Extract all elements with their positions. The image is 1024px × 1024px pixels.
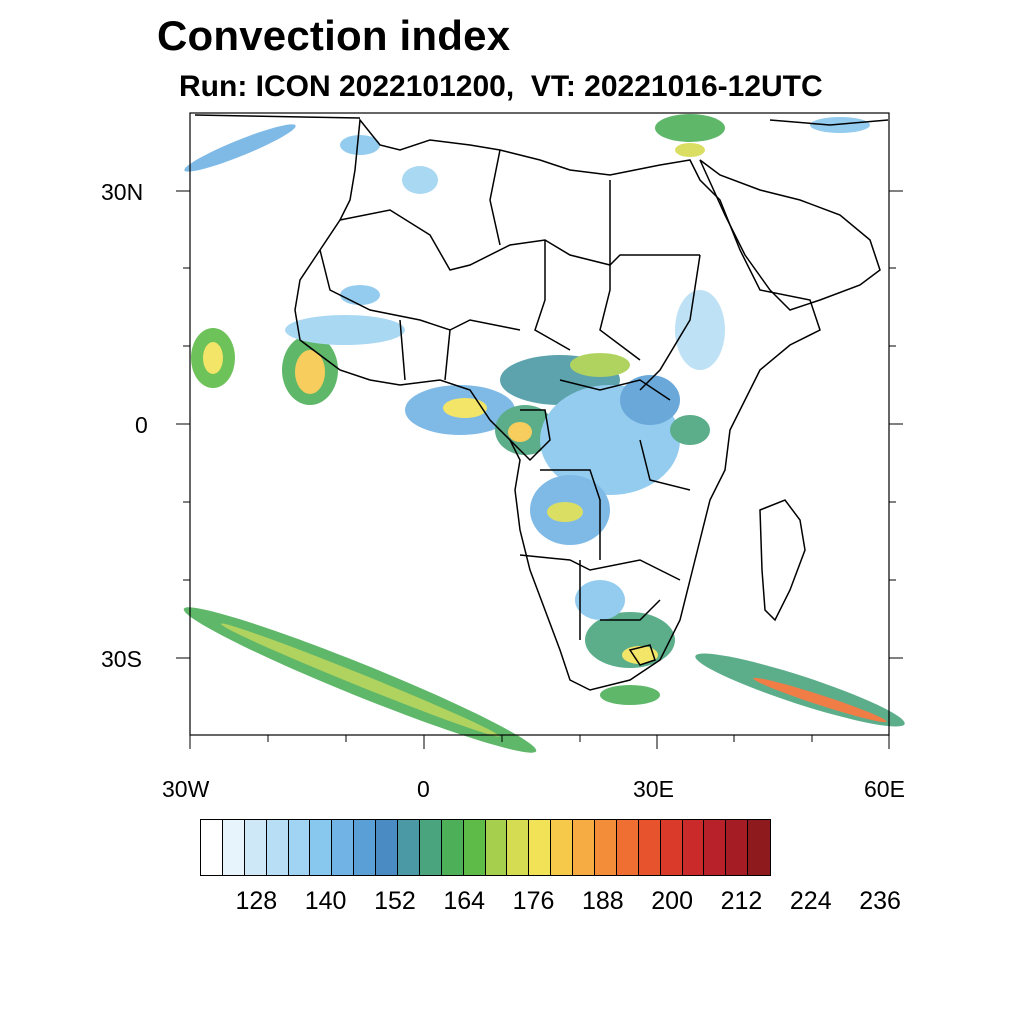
colorbar-swatch [354, 820, 377, 875]
map-ticks [176, 190, 903, 749]
colorbar-tick-label: 236 [859, 887, 901, 915]
colorbar-swatch [638, 820, 661, 875]
colorbar-tick-label: 152 [374, 887, 416, 915]
colorbar-tick-label: 176 [512, 887, 555, 915]
colorbar-swatch [551, 820, 574, 875]
colorbar-swatch [595, 820, 617, 875]
chart-title: Convection index [157, 12, 511, 59]
colorbar-swatch [244, 820, 267, 875]
convection-field [183, 114, 905, 753]
lon-label-0: 0 [417, 776, 430, 802]
colorbar-swatch [682, 820, 705, 875]
colorbar-swatch [376, 820, 399, 875]
colorbar-swatch [332, 820, 355, 875]
colorbar-tick-label: 164 [443, 887, 486, 915]
colorbar-tick-label: 224 [789, 887, 832, 915]
colorbar-swatch [529, 820, 552, 875]
colorbar-swatch [266, 820, 289, 875]
colorbar-swatch [660, 820, 683, 875]
colorbar-swatch [398, 820, 420, 875]
coastlines [194, 114, 889, 691]
colorbar-tick-label: 128 [235, 887, 278, 915]
colorbar-swatch [288, 820, 311, 875]
colorbar-swatch [441, 820, 464, 875]
colorbar-swatch [310, 820, 333, 875]
colorbar-swatch [507, 820, 530, 875]
colorbar-swatch [616, 820, 639, 875]
colorbar-tick-label: 212 [720, 887, 763, 915]
colorbar-tick-label: 188 [581, 887, 624, 915]
lon-label-30e: 30E [633, 776, 674, 802]
colorbar-swatch [222, 820, 245, 875]
colorbar-swatch [726, 820, 749, 875]
colorbar-swatch [704, 820, 727, 875]
colorbar-swatch [748, 820, 771, 875]
lat-label-30n: 30N [101, 179, 144, 205]
chart-subtitle: Run: ICON 2022101200, VT: 20221016-12UTC [179, 70, 823, 103]
colorbar-tick-label: 200 [651, 887, 693, 915]
colorbar-swatch [485, 820, 508, 875]
colorbar-swatch [463, 820, 486, 875]
lon-label-30w: 30W [162, 776, 210, 802]
colorbar-swatch [419, 820, 442, 875]
colorbar-swatch [201, 820, 223, 875]
lat-label-0: 0 [135, 412, 148, 438]
colorbar [200, 819, 772, 876]
lat-label-30s: 30S [101, 646, 142, 672]
colorbar-swatch [573, 820, 596, 875]
colorbar-tick-label: 140 [304, 887, 347, 915]
lon-label-60e: 60E [864, 776, 905, 802]
